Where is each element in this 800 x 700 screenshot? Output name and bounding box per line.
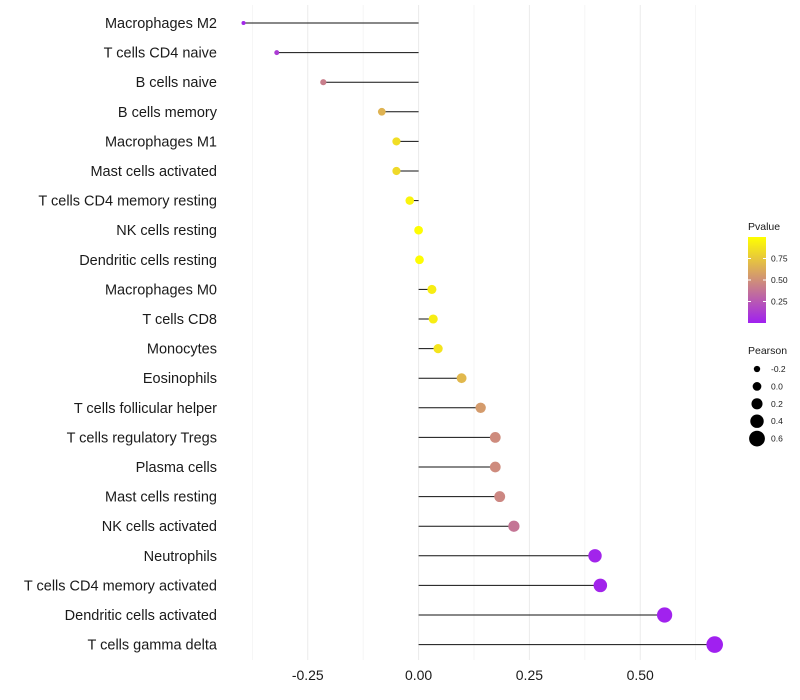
category-labels: Macrophages M2 T cells CD4 naive B cells n…	[24, 16, 218, 654]
category-label: T cells CD4 naive	[104, 46, 217, 62]
x-tick-label: 0.00	[405, 667, 432, 683]
category-label: Neutrophils	[144, 549, 217, 565]
category-label: Mast cells resting	[105, 490, 217, 506]
category-label: B cells naive	[136, 75, 217, 91]
legend: Pvalue 0.25 0.50 0.75 Pearson -0.2 0.0 0.2 0.…	[748, 221, 788, 447]
category-label: T cells CD4 memory resting	[38, 194, 217, 210]
category-label: B cells memory	[118, 105, 218, 121]
category-label: Macrophages M2	[105, 16, 217, 32]
x-tick-label: 0.50	[627, 667, 654, 683]
lollipop-point	[427, 284, 437, 294]
pearson-size-keys: -0.2 0.0 0.2 0.4 0.6	[749, 364, 786, 447]
legend-pvalue-title: Pvalue	[748, 221, 780, 233]
colorbar-tick-label: 0.25	[771, 297, 788, 307]
lollipop-point	[414, 225, 423, 235]
pvalue-colorbar-ticks: 0.25 0.50 0.75	[748, 254, 788, 307]
lollipop-point	[489, 461, 501, 473]
category-label: Eosinophils	[143, 371, 217, 387]
category-label: T cells CD4 memory activated	[24, 578, 217, 594]
pearson-size-label: 0.6	[771, 434, 783, 444]
pearson-size-label: 0.0	[771, 381, 783, 391]
category-label: T cells follicular helper	[74, 401, 217, 417]
colorbar-tick-label: 0.75	[771, 254, 788, 264]
category-label: Plasma cells	[136, 460, 217, 476]
category-label: Macrophages M0	[105, 282, 217, 298]
category-label: Mast cells activated	[90, 164, 217, 180]
pearson-size-key	[749, 430, 765, 447]
lollipop-point	[588, 549, 602, 563]
lollipop-point	[392, 166, 401, 176]
lollipop-point	[494, 491, 506, 503]
stem-layer	[243, 22, 715, 646]
category-label: NK cells resting	[116, 223, 217, 239]
category-label: T cells CD8	[142, 312, 217, 328]
pvalue-colorbar	[748, 237, 766, 323]
pearson-size-label: -0.2	[771, 364, 786, 374]
pearson-size-key	[752, 382, 762, 391]
category-label: Monocytes	[147, 342, 217, 358]
lollipop-point	[428, 314, 438, 324]
lollipop-point	[415, 255, 424, 265]
category-label: Macrophages M1	[105, 134, 217, 150]
x-tick-label: -0.25	[292, 667, 324, 683]
lollipop-point	[489, 432, 501, 443]
point-layer	[241, 20, 723, 653]
lollipop-point	[433, 343, 443, 354]
lollipop-point	[241, 20, 246, 26]
pearson-size-key	[750, 414, 764, 428]
pearson-size-label: 0.4	[771, 416, 783, 426]
lollipop-point	[706, 636, 723, 653]
lollipop-point	[274, 50, 280, 56]
pearson-size-label: 0.2	[771, 399, 783, 409]
lollipop-point	[456, 373, 467, 384]
category-label: NK cells activated	[102, 519, 217, 535]
pearson-size-key	[751, 398, 763, 410]
lollipop-point	[593, 578, 608, 593]
pearson-size-key	[753, 365, 761, 373]
x-tick-label: 0.25	[516, 667, 543, 683]
lollipop-point	[475, 402, 486, 413]
category-label: T cells gamma delta	[88, 638, 218, 654]
lollipop-point	[405, 196, 414, 205]
category-label: T cells regulatory Tregs	[67, 430, 217, 446]
grid-layer	[251, 5, 697, 660]
category-label: Dendritic cells activated	[65, 608, 217, 624]
x-axis-ticks: -0.25 0.00 0.25 0.50	[292, 667, 654, 683]
colorbar-tick-label: 0.50	[771, 275, 788, 285]
lollipop-point	[392, 137, 401, 146]
category-label: Dendritic cells resting	[79, 253, 217, 269]
legend-pearson-title: Pearson	[748, 345, 787, 357]
lollipop-point	[508, 520, 520, 532]
lollipop-point	[377, 107, 386, 116]
lollipop-point	[656, 607, 673, 623]
lollipop-point	[320, 79, 327, 86]
